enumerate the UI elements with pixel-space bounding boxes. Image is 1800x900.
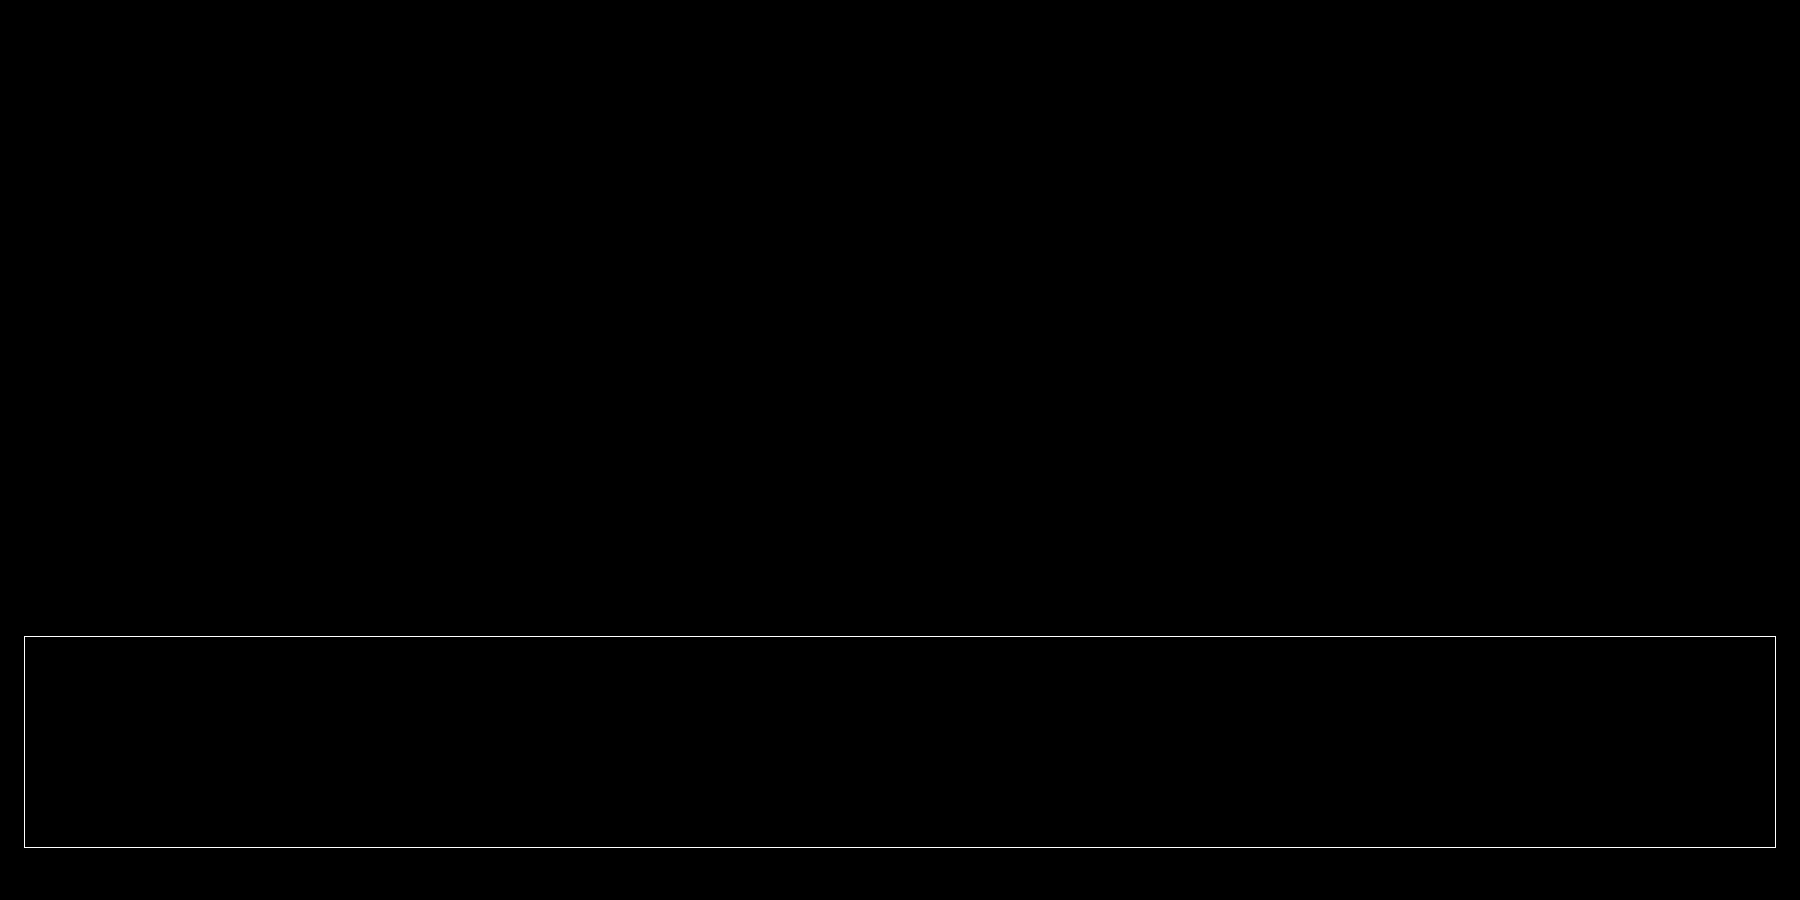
sky-map-panel (0, 0, 1800, 630)
sky-map-svg (0, 0, 1800, 630)
solar-longitude-axis (0, 846, 1800, 900)
shower-activity-timeline (24, 636, 1776, 848)
timeline-svg (25, 637, 1775, 847)
